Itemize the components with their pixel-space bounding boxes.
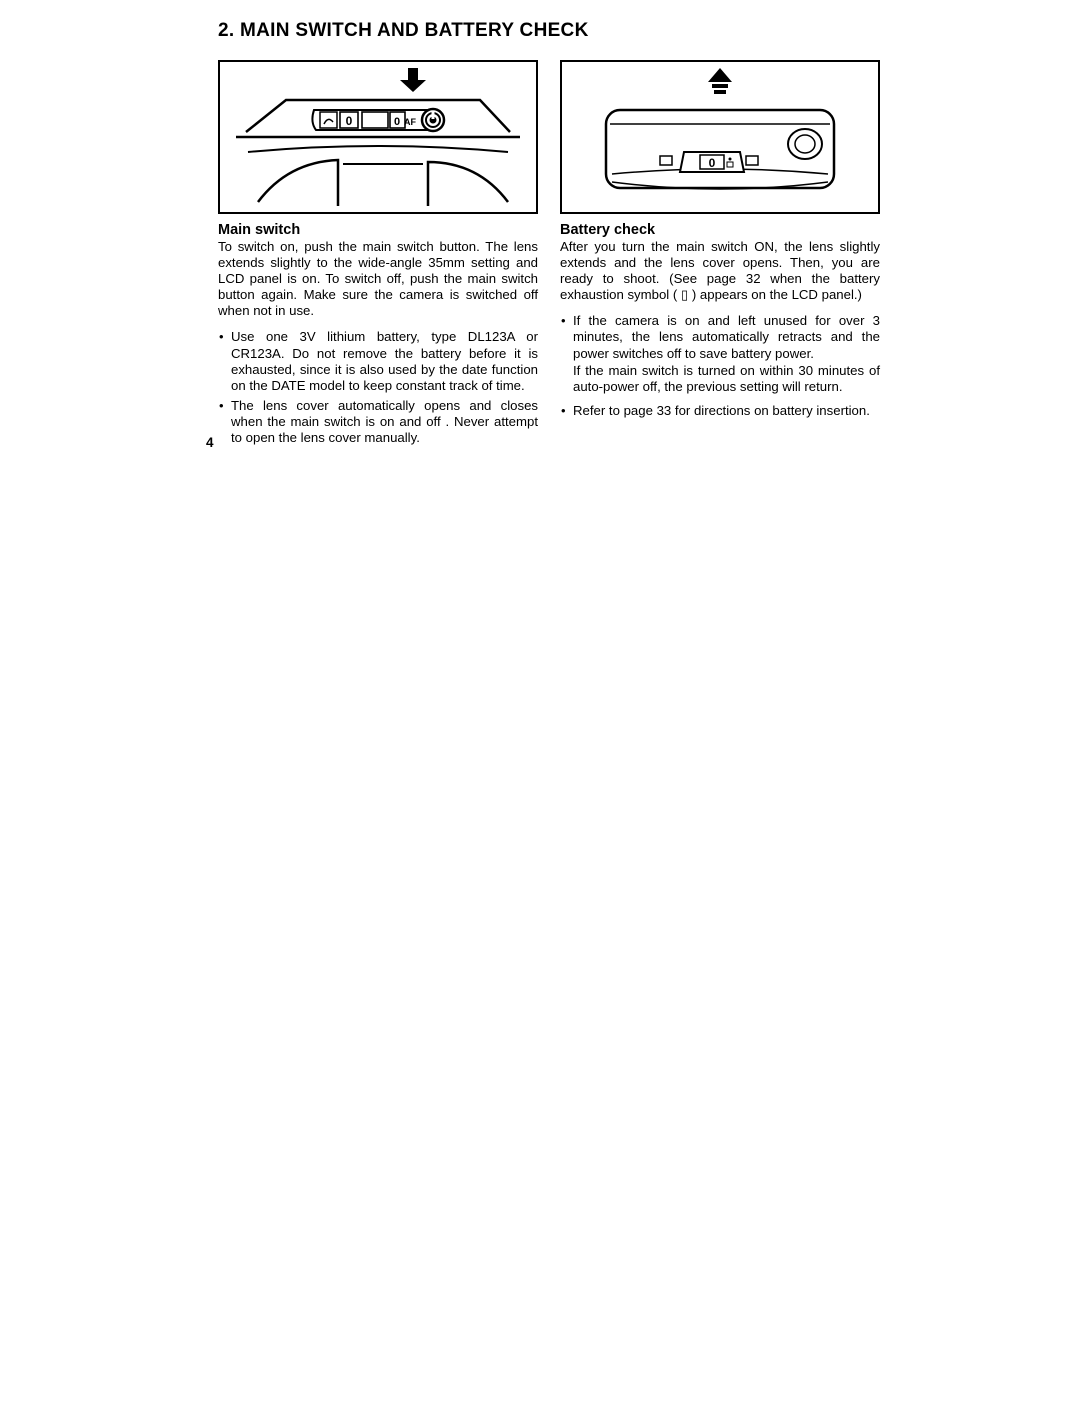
body-curve-3	[428, 162, 508, 206]
right-bullet-list-2: Refer to page 33 for directions on batte…	[560, 403, 880, 419]
af-label: AF	[404, 117, 416, 127]
left-bullet-list: Use one 3V lithium battery, type DL123A …	[218, 329, 538, 446]
small-window-2	[746, 156, 758, 165]
list-item: The lens cover automatically opens and c…	[218, 398, 538, 446]
content-area: 2. MAIN SWITCH AND BATTERY CHECK	[0, 0, 1080, 450]
down-arrow-icon	[400, 68, 426, 92]
list-item: Refer to page 33 for directions on batte…	[560, 403, 880, 419]
right-bullet-list-1: If the camera is on and left unused for …	[560, 313, 880, 361]
power-button-icon	[422, 109, 444, 131]
control-cluster: 0 0 AF	[312, 109, 444, 131]
small-window-1	[660, 156, 672, 165]
bullet-followon: If the main switch is turned on within 3…	[560, 363, 880, 395]
main-switch-diagram: 0 0 AF	[218, 60, 538, 214]
list-item: If the camera is on and left unused for …	[560, 313, 880, 361]
main-switch-heading: Main switch	[218, 222, 538, 238]
battery-check-heading: Battery check	[560, 222, 880, 238]
battery-check-paragraph: After you turn the main switch ON, the l…	[560, 239, 880, 303]
page-number: 4	[206, 435, 214, 450]
list-item: Use one 3V lithium battery, type DL123A …	[218, 329, 538, 393]
section-title: 2. MAIN SWITCH AND BATTERY CHECK	[218, 20, 880, 42]
body-curve-1	[248, 146, 508, 152]
left-column: 0 0 AF	[218, 60, 538, 450]
battery-check-diagram: 0	[560, 60, 880, 214]
two-column-layout: 0 0 AF	[218, 60, 880, 450]
lcd-segment-2	[362, 112, 388, 128]
lcd-display-value: 0	[709, 156, 716, 170]
main-switch-paragraph: To switch on, push the main switch butto…	[218, 239, 538, 319]
manual-page: 2. MAIN SWITCH AND BATTERY CHECK	[0, 0, 1080, 1409]
camera-body-icon: 0	[606, 110, 834, 189]
lcd-value-1: 0	[346, 114, 353, 128]
main-switch-svg: 0 0 AF	[220, 62, 536, 212]
body-curve-2	[258, 160, 338, 206]
battery-check-svg: 0	[562, 62, 878, 212]
right-column: 0 Battery check After you turn the main …	[560, 60, 880, 450]
up-arrow-icon	[708, 68, 732, 94]
lcd-panel-icon: 0	[680, 152, 744, 172]
lcd-value-2: 0	[394, 116, 400, 128]
